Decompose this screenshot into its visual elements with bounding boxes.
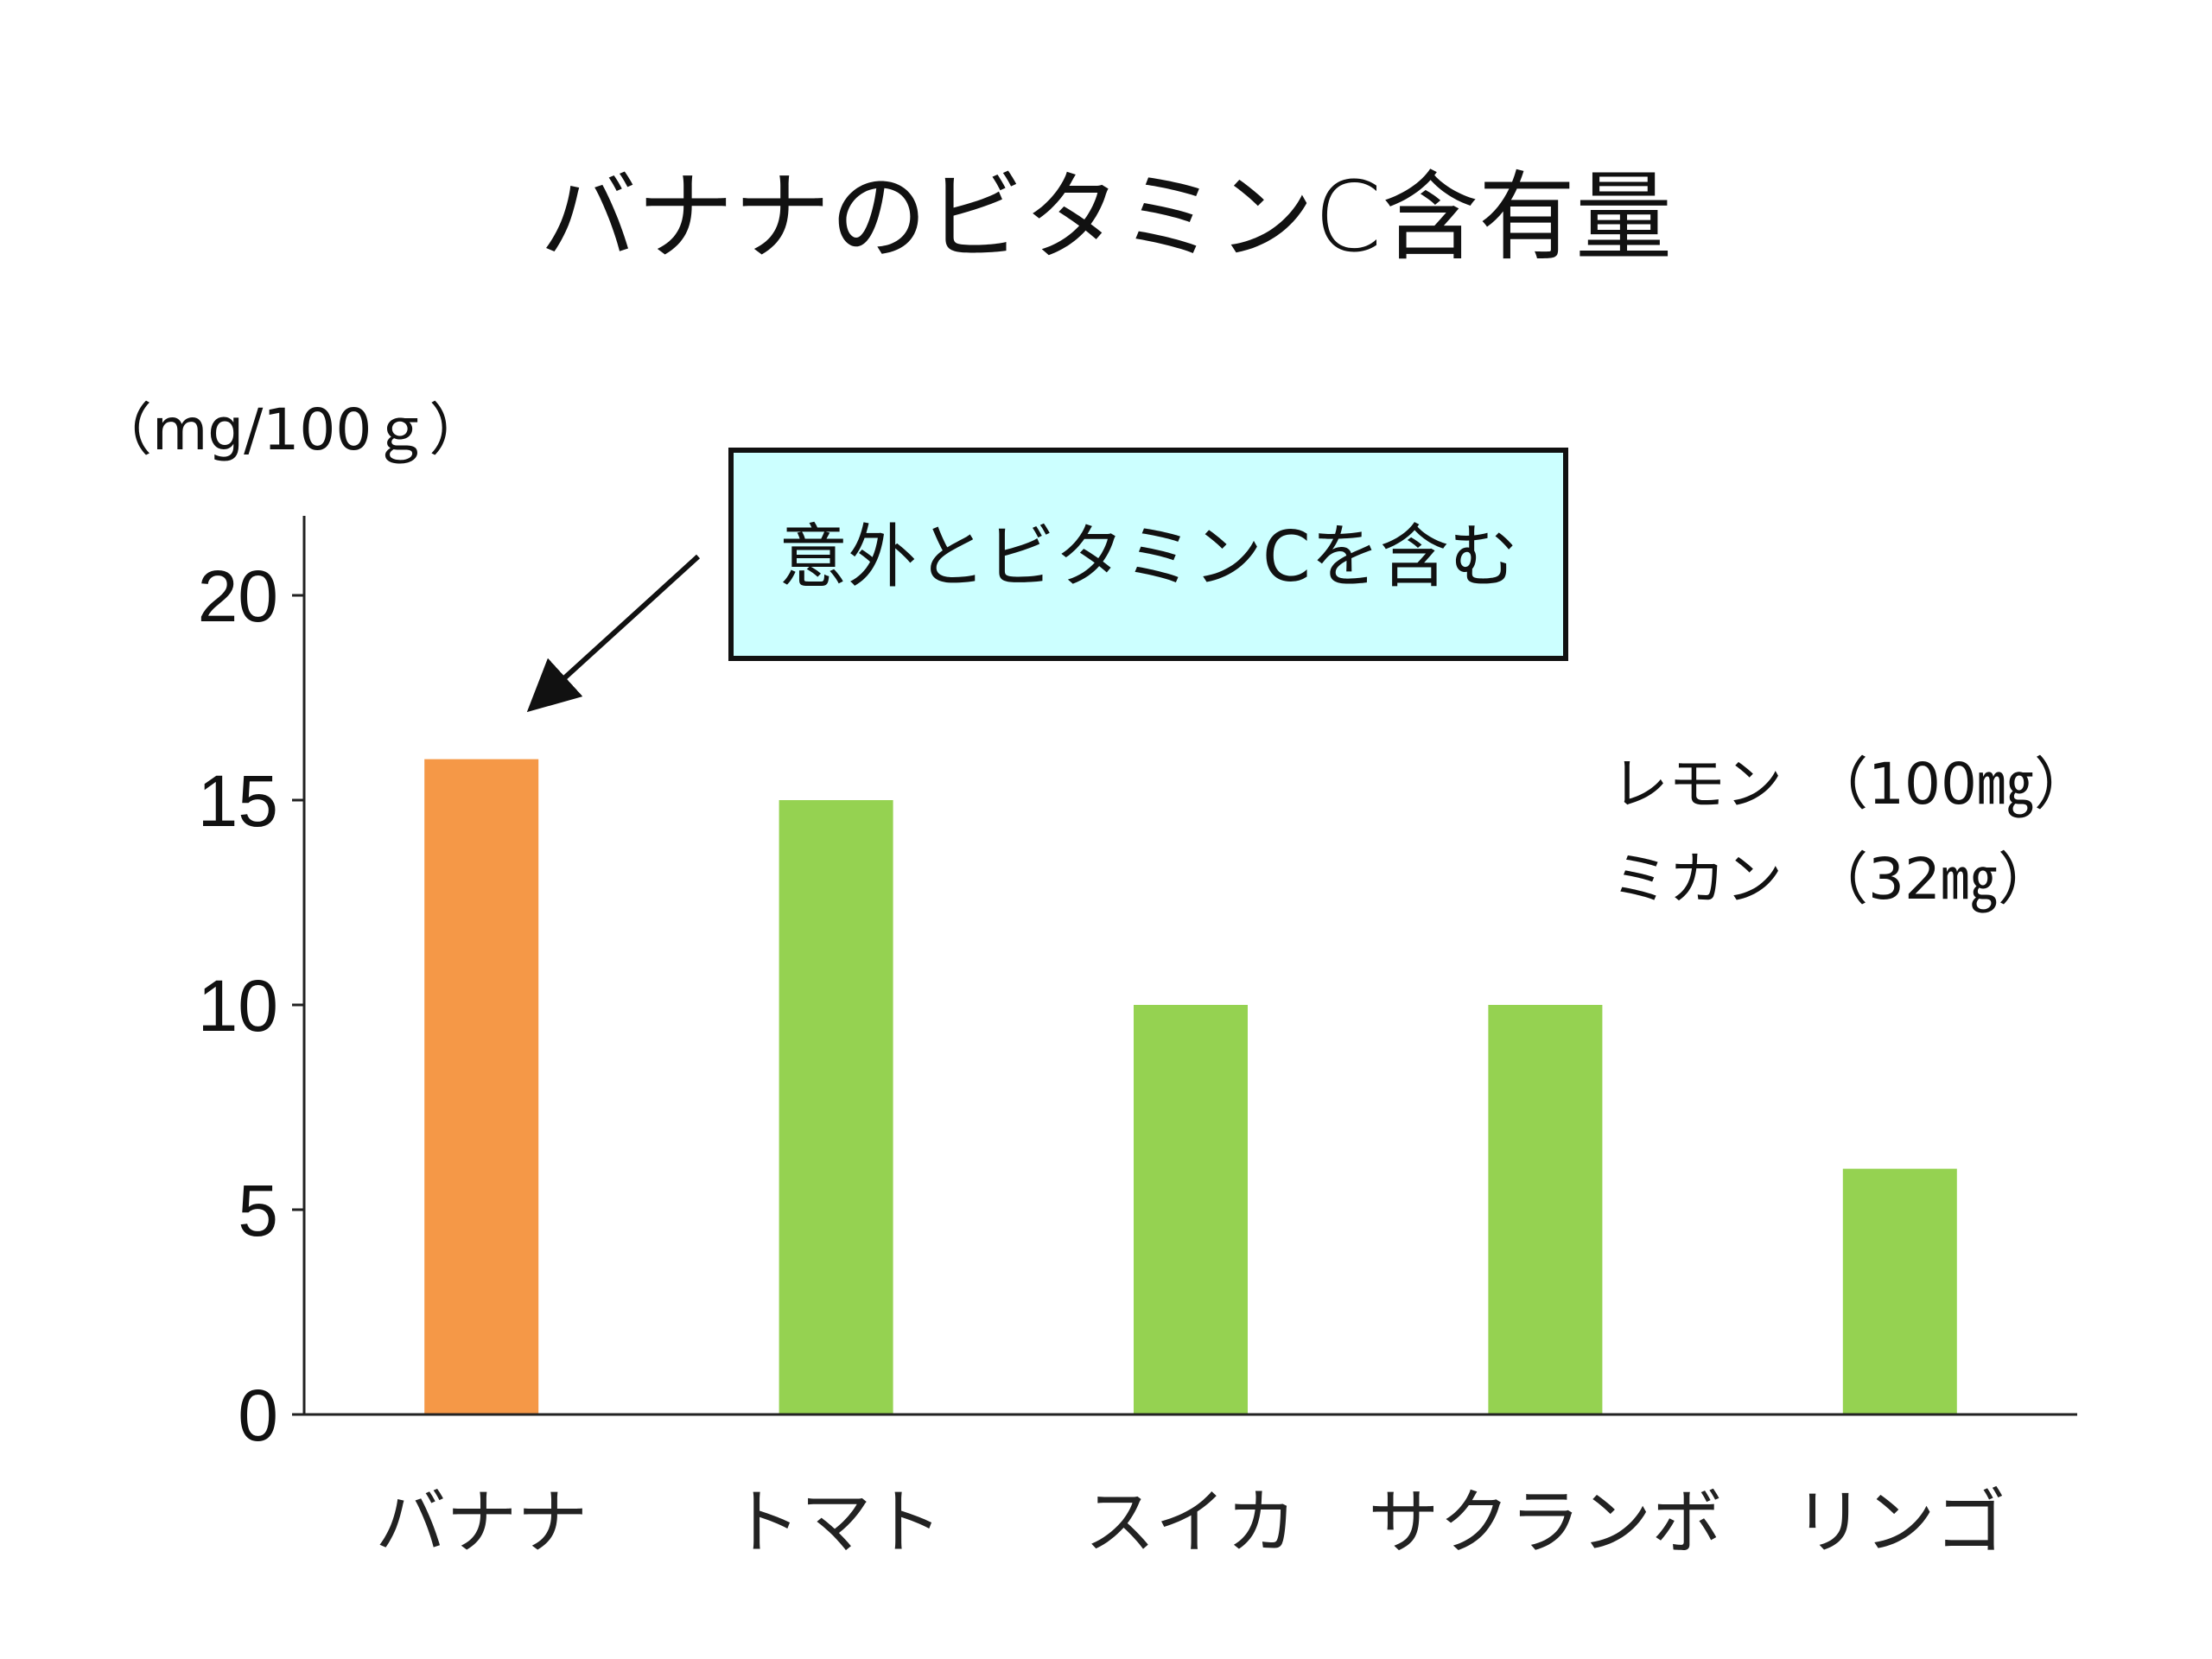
note-lemon: レモン （100㎎） xyxy=(1611,751,2091,818)
bars xyxy=(424,759,1957,1414)
callout-text: 意外とビタミンCを含む xyxy=(779,517,1518,597)
y-tick-label: 20 xyxy=(198,556,278,637)
bar-4 xyxy=(1488,1005,1603,1414)
bar-3 xyxy=(1134,1005,1248,1414)
x-category-label: バナナ xyxy=(375,1482,588,1564)
x-category-label: トマト xyxy=(730,1482,943,1564)
y-tick-label: 10 xyxy=(198,965,278,1046)
callout: 意外とビタミンCを含む xyxy=(728,448,1568,661)
y-tick-label: 5 xyxy=(238,1170,278,1251)
bar-5 xyxy=(1842,1168,1957,1414)
callout-box xyxy=(728,448,1568,661)
chart-title: バナナのビタミンC含有量 xyxy=(540,162,1672,274)
x-category-label: サクランボ xyxy=(1368,1482,1722,1564)
x-axis-labels: バナナ トマト スイカ サクランボ リンゴ xyxy=(375,1482,2006,1564)
x-category-label: リンゴ xyxy=(1794,1482,2006,1564)
y-tick-label: 0 xyxy=(238,1375,278,1456)
y-axis-ticks: 0 5 10 15 20 xyxy=(198,556,304,1456)
x-category-label: スイカ xyxy=(1084,1482,1297,1564)
y-axis-unit-label: （mg/100ｇ） xyxy=(95,397,486,463)
bar-2 xyxy=(779,800,893,1414)
bar-1 xyxy=(424,759,539,1414)
note-mikan: ミカン （32㎎） xyxy=(1611,846,2055,913)
y-tick-label: 15 xyxy=(198,760,278,842)
callout-arrow xyxy=(526,554,701,713)
